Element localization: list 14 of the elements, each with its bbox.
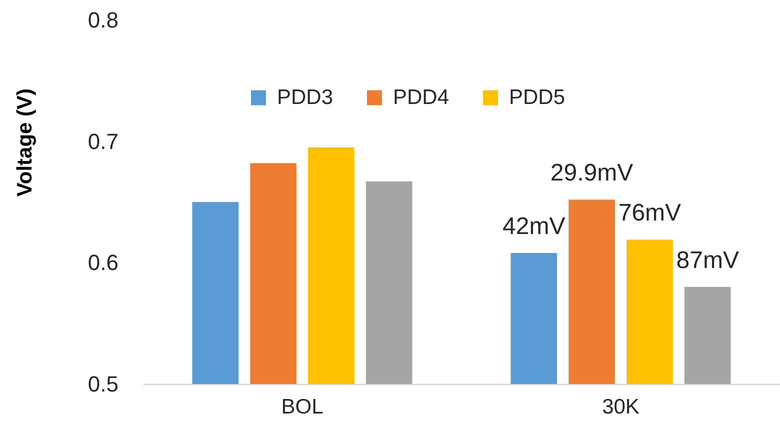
x-tick-label: 30K — [602, 396, 640, 418]
annotation: 76mV — [618, 200, 682, 227]
annotation: 29.9mV — [550, 160, 634, 187]
y-tick-label: 0.5 — [88, 372, 118, 396]
y-axis-title: Voltage (V) — [14, 88, 36, 197]
annotation: 42mV — [502, 212, 566, 240]
legend-label: PDD4 — [393, 86, 450, 109]
x-tick-label: BOL — [281, 396, 324, 418]
annotation: 87mV — [676, 246, 739, 274]
legend-label: PDD3 — [277, 86, 334, 109]
legend-label: PDD5 — [509, 86, 566, 109]
y-tick-label: 0.7 — [88, 128, 118, 154]
y-tick-label: 0.6 — [88, 250, 118, 276]
y-tick-label: 0.8 — [88, 8, 118, 32]
